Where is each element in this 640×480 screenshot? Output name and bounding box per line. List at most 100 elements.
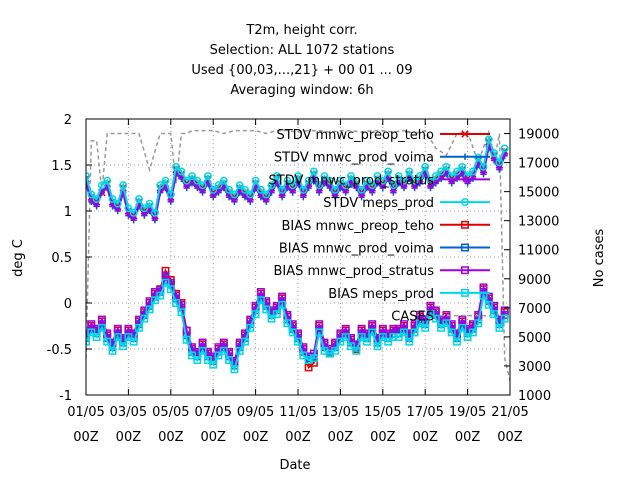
point-stdv-meps-prod-67 (437, 167, 446, 176)
x-tick-label-date-8: 17/05 (406, 405, 443, 420)
point-stdv-meps-prod-61 (405, 167, 414, 176)
point-bias-mnwc-prod-stratus-8 (124, 324, 133, 333)
point-stdv-meps-prod-34 (262, 190, 271, 199)
point-bias-meps-prod-2 (92, 333, 101, 341)
series-lines (86, 135, 509, 374)
point-stdv-mnwc-prod-stratus-6-d (115, 206, 121, 212)
point-bias-meps-prod-13 (150, 296, 159, 305)
point-bias-mnwc-prod-stratus-40 (294, 329, 302, 338)
point-bias-meps-prod-32 (251, 310, 260, 318)
point-stdv-meps-prod-18 (177, 167, 186, 176)
point-stdv-meps-prod-38 (283, 176, 292, 185)
y-axis-label: deg C (11, 239, 26, 277)
point-stdv-meps-prod-3 (97, 181, 106, 190)
point-stdv-meps-prod-13 (150, 208, 159, 217)
point-stdv-mnwc-prod-stratus-47 (331, 192, 339, 199)
point-bias-meps-prod-67 (437, 323, 446, 332)
y2-tick-label-4: 9000 (518, 273, 551, 288)
legend: STDV mnwc_preop_teho STDV mnwc_prod_voima… (269, 128, 490, 325)
point-stdv-mnwc-prod-stratus-9-d (131, 215, 137, 222)
point-stdv-meps-prod-8 (124, 204, 133, 213)
point-stdv-meps-prod-20 (188, 172, 196, 180)
point-stdv-mnwc-prod-stratus-63-d (417, 178, 423, 185)
point-bias-meps-prod-77 (490, 310, 499, 318)
point-stdv-meps-prod-19 (182, 176, 191, 185)
point-bias-meps-prod-68 (442, 319, 451, 328)
point-stdv-mnwc-prod-stratus-16 (167, 196, 174, 204)
point-stdv-meps-prod-30 (241, 185, 249, 194)
point-stdv-meps-prod-79 (500, 144, 509, 153)
x-tick-label-date-9: 19/05 (449, 405, 486, 420)
point-bias-mnwc-prod-stratus-3 (97, 315, 106, 324)
point-bias-mnwc-prod-stratus-50 (347, 334, 355, 342)
point-stdv-mnwc-prod-stratus-52-d (358, 192, 365, 199)
series-line-bias-meps-prod (86, 280, 506, 372)
point-bias-meps-prod-28 (230, 365, 239, 374)
point-stdv-mnwc-prod-stratus-9 (130, 215, 137, 222)
point-stdv-meps-prod-11 (140, 204, 149, 213)
x-tick-label-date-6: 13/05 (322, 405, 359, 420)
point-stdv-meps-prod-47 (331, 185, 340, 194)
point-stdv-meps-prod-2 (92, 195, 101, 203)
point-bias-mnwc-prod-stratus-73 (468, 320, 477, 329)
x-tick-label-time-0: 00Z (73, 430, 99, 445)
point-bias-meps-prod-30 (241, 337, 249, 346)
point-stdv-meps-prod-4 (103, 176, 112, 185)
point-bias-meps-prod-66 (431, 314, 440, 323)
point-stdv-mnwc-prod-stratus-44-d (316, 188, 322, 194)
point-bias-meps-prod-78 (495, 323, 504, 332)
x-tick-label-date-2: 05/05 (152, 405, 189, 420)
point-stdv-mnwc-prod-stratus-24-d (210, 192, 216, 199)
point-stdv-meps-prod-48 (336, 176, 345, 185)
point-stdv-meps-prod-39 (288, 181, 297, 190)
legend-label-bias-mnwc-prod-voima: BIAS mnwc_prod_voima (279, 242, 434, 257)
point-bias-mnwc-prod-stratus-63 (415, 311, 424, 319)
legend-label-stdv-mnwc-prod-stratus: STDV mnwc_prod_stratus (269, 173, 435, 188)
point-bias-mnwc-prod-stratus-6 (113, 324, 122, 333)
point-stdv-meps-prod-29 (235, 181, 244, 190)
point-bias-meps-prod-22 (198, 346, 207, 355)
point-stdv-mnwc-prod-stratus-28-d (231, 197, 238, 203)
point-stdv-mnwc-prod-stratus-62-d (411, 183, 418, 189)
point-bias-meps-prod-18 (177, 308, 186, 317)
legend-marker-stdv-mnwc-preop-teho (461, 130, 469, 138)
point-bias-meps-prod-79 (500, 314, 509, 323)
point-stdv-mnwc-prod-stratus-79-d (502, 151, 508, 157)
point-stdv-meps-prod-62 (410, 176, 419, 185)
point-bias-meps-prod-56 (378, 333, 387, 341)
y2-axis-label: No cases (592, 229, 607, 288)
point-stdv-meps-prod-51 (352, 176, 361, 185)
point-stdv-mnwc-prod-stratus-65-d (427, 183, 434, 189)
point-stdv-meps-prod-9 (129, 208, 138, 217)
point-bias-meps-prod-36 (272, 310, 281, 318)
point-stdv-meps-prod-28 (230, 190, 239, 199)
point-stdv-meps-prod-55 (373, 172, 382, 180)
x-tick-label-date-3: 07/05 (194, 405, 231, 420)
point-bias-meps-prod-16 (166, 285, 175, 294)
point-stdv-meps-prod-57 (384, 167, 393, 176)
point-bias-meps-prod-47 (331, 346, 340, 355)
point-bias-meps-prod-42 (304, 356, 313, 364)
point-stdv-meps-prod-50 (347, 172, 355, 180)
point-stdv-mnwc-prod-stratus-37-d (279, 192, 285, 199)
point-stdv-meps-prod-60 (400, 176, 408, 185)
point-bias-mnwc-prod-stratus-19 (182, 326, 191, 335)
point-bias-meps-prod-12 (145, 305, 154, 314)
x-axis-label: Date (279, 458, 310, 473)
point-bias-meps-prod-19 (182, 335, 191, 344)
point-stdv-meps-prod-21 (193, 176, 202, 185)
legend-marker-bias-mnwc-prod-stratus (461, 266, 469, 275)
point-bias-meps-prod-21 (193, 356, 202, 364)
point-stdv-meps-prod-63 (415, 172, 424, 180)
point-bias-meps-prod-54 (368, 328, 377, 337)
y2-tick-label-1: 3000 (518, 360, 551, 375)
point-bias-mnwc-prod-stratus-11 (140, 306, 149, 315)
point-bias-mnwc-prod-stratus-54 (368, 320, 377, 329)
point-bias-mnwc-prod-stratus-58 (389, 324, 398, 333)
point-bias-meps-prod-15 (161, 278, 170, 287)
point-stdv-meps-prod-36 (272, 172, 281, 180)
point-stdv-meps-prod-23 (203, 172, 212, 180)
point-bias-meps-prod-65 (426, 310, 435, 318)
point-stdv-mnwc-prod-stratus-11 (141, 210, 148, 217)
x-tick-label-time-7: 00Z (370, 430, 396, 445)
